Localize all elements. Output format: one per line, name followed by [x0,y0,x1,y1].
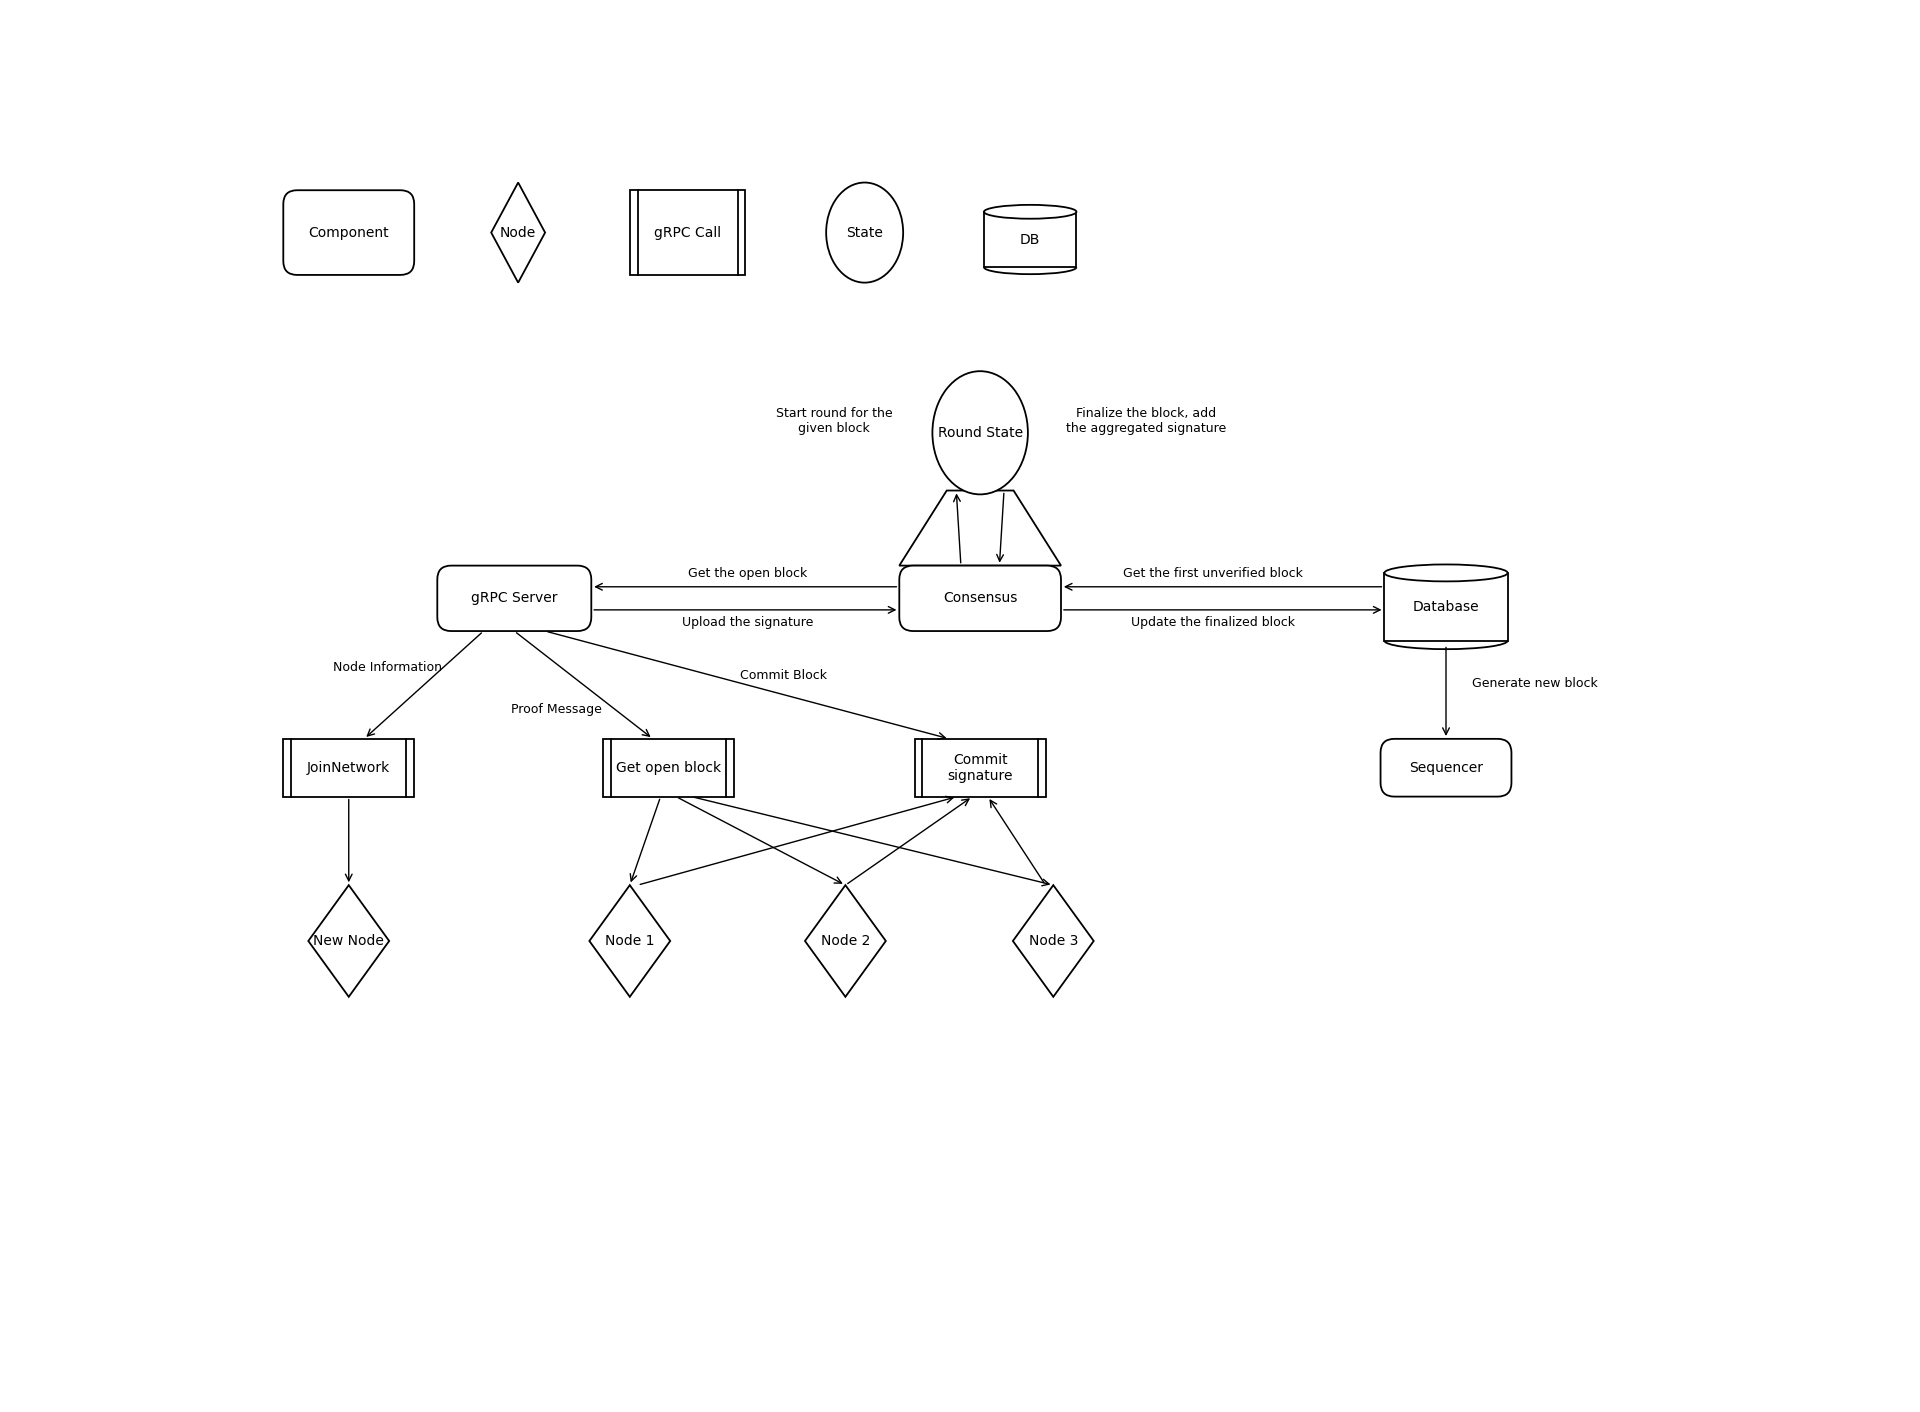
Text: Proof Message: Proof Message [511,703,603,716]
Text: Node: Node [499,226,536,240]
Bar [914,738,1046,796]
Polygon shape [309,885,390,997]
Text: Node 1: Node 1 [605,933,655,947]
Text: Node 2: Node 2 [820,933,870,947]
Text: Node 3: Node 3 [1029,933,1077,947]
Polygon shape [899,490,1062,566]
Ellipse shape [983,205,1077,219]
Text: Finalize the block, add
the aggregated signature: Finalize the block, add the aggregated s… [1066,407,1225,435]
Bar [983,212,1077,267]
FancyBboxPatch shape [1380,738,1511,796]
Text: New Node: New Node [313,933,384,947]
Ellipse shape [1384,565,1507,582]
Text: Node Information: Node Information [332,661,442,674]
Text: gRPC Server: gRPC Server [470,592,557,606]
FancyBboxPatch shape [438,566,591,631]
Polygon shape [492,182,545,282]
Text: Component: Component [309,226,390,240]
Text: Consensus: Consensus [943,592,1018,606]
FancyBboxPatch shape [284,191,415,275]
Bar [630,191,745,275]
Text: Get open block: Get open block [616,761,720,775]
Text: Database: Database [1413,600,1478,614]
Text: Sequencer: Sequencer [1409,761,1482,775]
Polygon shape [804,885,885,997]
Text: Commit
signature: Commit signature [947,753,1014,782]
Bar [1384,573,1507,641]
Text: Get the first unverified block: Get the first unverified block [1123,568,1304,580]
Text: Round State: Round State [937,426,1023,439]
Text: Update the finalized block: Update the finalized block [1131,617,1296,630]
Polygon shape [589,885,670,997]
Text: Get the open block: Get the open block [687,568,806,580]
Text: State: State [847,226,883,240]
Ellipse shape [933,371,1027,494]
FancyBboxPatch shape [899,566,1062,631]
Bar [284,738,415,796]
Bar [603,738,733,796]
Text: Start round for the
given block: Start round for the given block [776,407,893,435]
Ellipse shape [826,182,902,282]
Text: Upload the signature: Upload the signature [682,617,812,630]
Text: Generate new block: Generate new block [1471,676,1597,689]
Polygon shape [1014,885,1094,997]
Text: DB: DB [1020,233,1041,247]
Text: JoinNetwork: JoinNetwork [307,761,390,775]
Text: Commit Block: Commit Block [741,669,828,682]
Text: gRPC Call: gRPC Call [655,226,722,240]
